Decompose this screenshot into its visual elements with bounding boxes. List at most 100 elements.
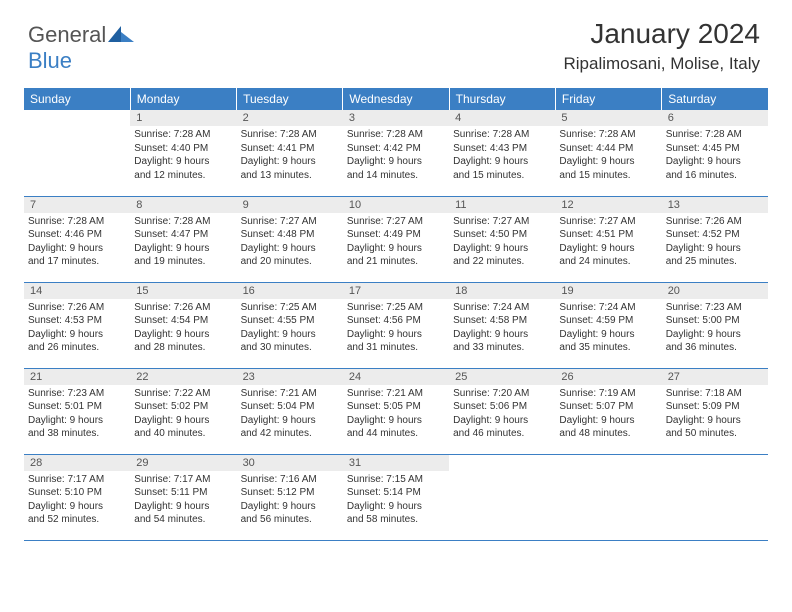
calendar-day-cell: 20Sunrise: 7:23 AMSunset: 5:00 PMDayligh… [662,282,768,368]
weekday-header: Monday [130,88,236,110]
day-line: and 52 minutes. [28,513,126,527]
day-line: Daylight: 9 hours [347,500,445,514]
calendar-week-row: 21Sunrise: 7:23 AMSunset: 5:01 PMDayligh… [24,368,768,454]
day-number: 9 [237,197,343,213]
day-line: and 36 minutes. [666,341,764,355]
day-line: and 14 minutes. [347,169,445,183]
day-number: 4 [449,110,555,126]
day-line: Daylight: 9 hours [559,414,657,428]
day-line: Sunset: 4:54 PM [134,314,232,328]
day-content: Sunrise: 7:17 AMSunset: 5:11 PMDaylight:… [130,471,236,531]
day-content: Sunrise: 7:16 AMSunset: 5:12 PMDaylight:… [237,471,343,531]
calendar-day-cell: 5Sunrise: 7:28 AMSunset: 4:44 PMDaylight… [555,110,661,196]
day-line: Sunset: 4:40 PM [134,142,232,156]
day-line: Daylight: 9 hours [347,328,445,342]
day-line: Daylight: 9 hours [241,500,339,514]
day-number: 2 [237,110,343,126]
day-line: Sunrise: 7:15 AM [347,473,445,487]
day-line: Daylight: 9 hours [559,155,657,169]
day-content: Sunrise: 7:17 AMSunset: 5:10 PMDaylight:… [24,471,130,531]
day-line: Sunrise: 7:21 AM [241,387,339,401]
day-line: Daylight: 9 hours [559,328,657,342]
day-number: 22 [130,369,236,385]
day-line: and 44 minutes. [347,427,445,441]
day-line: and 21 minutes. [347,255,445,269]
day-line: and 56 minutes. [241,513,339,527]
calendar-day-cell [662,454,768,540]
calendar-day-cell: 15Sunrise: 7:26 AMSunset: 4:54 PMDayligh… [130,282,236,368]
day-line: Sunset: 5:10 PM [28,486,126,500]
day-line: Daylight: 9 hours [666,414,764,428]
calendar-table: Sunday Monday Tuesday Wednesday Thursday… [24,88,768,541]
day-number: 24 [343,369,449,385]
day-line: and 28 minutes. [134,341,232,355]
day-number: 10 [343,197,449,213]
day-line: Sunset: 4:55 PM [241,314,339,328]
day-content: Sunrise: 7:28 AMSunset: 4:44 PMDaylight:… [555,126,661,186]
day-content: Sunrise: 7:24 AMSunset: 4:59 PMDaylight:… [555,299,661,359]
day-content: Sunrise: 7:27 AMSunset: 4:49 PMDaylight:… [343,213,449,273]
day-line: Sunset: 4:56 PM [347,314,445,328]
day-line: Sunrise: 7:22 AM [134,387,232,401]
calendar-day-cell: 13Sunrise: 7:26 AMSunset: 4:52 PMDayligh… [662,196,768,282]
day-content: Sunrise: 7:26 AMSunset: 4:52 PMDaylight:… [662,213,768,273]
day-line: Sunrise: 7:28 AM [134,128,232,142]
day-line: Sunset: 5:12 PM [241,486,339,500]
calendar-day-cell: 22Sunrise: 7:22 AMSunset: 5:02 PMDayligh… [130,368,236,454]
calendar-day-cell: 6Sunrise: 7:28 AMSunset: 4:45 PMDaylight… [662,110,768,196]
day-line: Sunset: 4:49 PM [347,228,445,242]
calendar-day-cell: 12Sunrise: 7:27 AMSunset: 4:51 PMDayligh… [555,196,661,282]
day-line: Sunrise: 7:28 AM [666,128,764,142]
day-line: and 48 minutes. [559,427,657,441]
day-line: Sunrise: 7:28 AM [28,215,126,229]
month-title: January 2024 [563,18,760,50]
calendar-day-cell: 8Sunrise: 7:28 AMSunset: 4:47 PMDaylight… [130,196,236,282]
day-line: and 20 minutes. [241,255,339,269]
day-line: Sunset: 4:59 PM [559,314,657,328]
calendar-day-cell: 23Sunrise: 7:21 AMSunset: 5:04 PMDayligh… [237,368,343,454]
day-line: Sunset: 5:06 PM [453,400,551,414]
day-content: Sunrise: 7:21 AMSunset: 5:04 PMDaylight:… [237,385,343,445]
day-content: Sunrise: 7:20 AMSunset: 5:06 PMDaylight:… [449,385,555,445]
day-line: Sunrise: 7:21 AM [347,387,445,401]
logo-text: GeneralBlue [28,22,134,74]
day-number: 7 [24,197,130,213]
calendar-day-cell: 27Sunrise: 7:18 AMSunset: 5:09 PMDayligh… [662,368,768,454]
day-content [24,114,130,120]
day-line: Sunrise: 7:28 AM [453,128,551,142]
calendar-week-row: 28Sunrise: 7:17 AMSunset: 5:10 PMDayligh… [24,454,768,540]
day-line: Sunrise: 7:26 AM [666,215,764,229]
day-line: Sunset: 5:11 PM [134,486,232,500]
logo: GeneralBlue [28,22,134,74]
day-line: and 50 minutes. [666,427,764,441]
weekday-header-row: Sunday Monday Tuesday Wednesday Thursday… [24,88,768,110]
logo-triangle-icon [108,26,134,42]
day-line: and 12 minutes. [134,169,232,183]
day-line: Sunrise: 7:17 AM [134,473,232,487]
day-content: Sunrise: 7:25 AMSunset: 4:55 PMDaylight:… [237,299,343,359]
day-line: Sunrise: 7:16 AM [241,473,339,487]
day-line: and 26 minutes. [28,341,126,355]
day-line: Sunset: 4:44 PM [559,142,657,156]
day-content: Sunrise: 7:24 AMSunset: 4:58 PMDaylight:… [449,299,555,359]
weekday-header: Friday [555,88,661,110]
calendar-day-cell [449,454,555,540]
location: Ripalimosani, Molise, Italy [563,54,760,74]
day-number: 14 [24,283,130,299]
calendar-day-cell: 4Sunrise: 7:28 AMSunset: 4:43 PMDaylight… [449,110,555,196]
day-line: Sunrise: 7:24 AM [453,301,551,315]
day-line: Sunset: 4:41 PM [241,142,339,156]
day-line: and 13 minutes. [241,169,339,183]
day-line: and 30 minutes. [241,341,339,355]
calendar-day-cell: 31Sunrise: 7:15 AMSunset: 5:14 PMDayligh… [343,454,449,540]
calendar-day-cell: 10Sunrise: 7:27 AMSunset: 4:49 PMDayligh… [343,196,449,282]
day-number: 19 [555,283,661,299]
day-line: Daylight: 9 hours [28,500,126,514]
day-line: and 35 minutes. [559,341,657,355]
day-line: Daylight: 9 hours [241,328,339,342]
day-line: Sunrise: 7:23 AM [666,301,764,315]
day-line: Sunrise: 7:27 AM [559,215,657,229]
day-number: 21 [24,369,130,385]
day-content: Sunrise: 7:22 AMSunset: 5:02 PMDaylight:… [130,385,236,445]
calendar-week-row: 7Sunrise: 7:28 AMSunset: 4:46 PMDaylight… [24,196,768,282]
